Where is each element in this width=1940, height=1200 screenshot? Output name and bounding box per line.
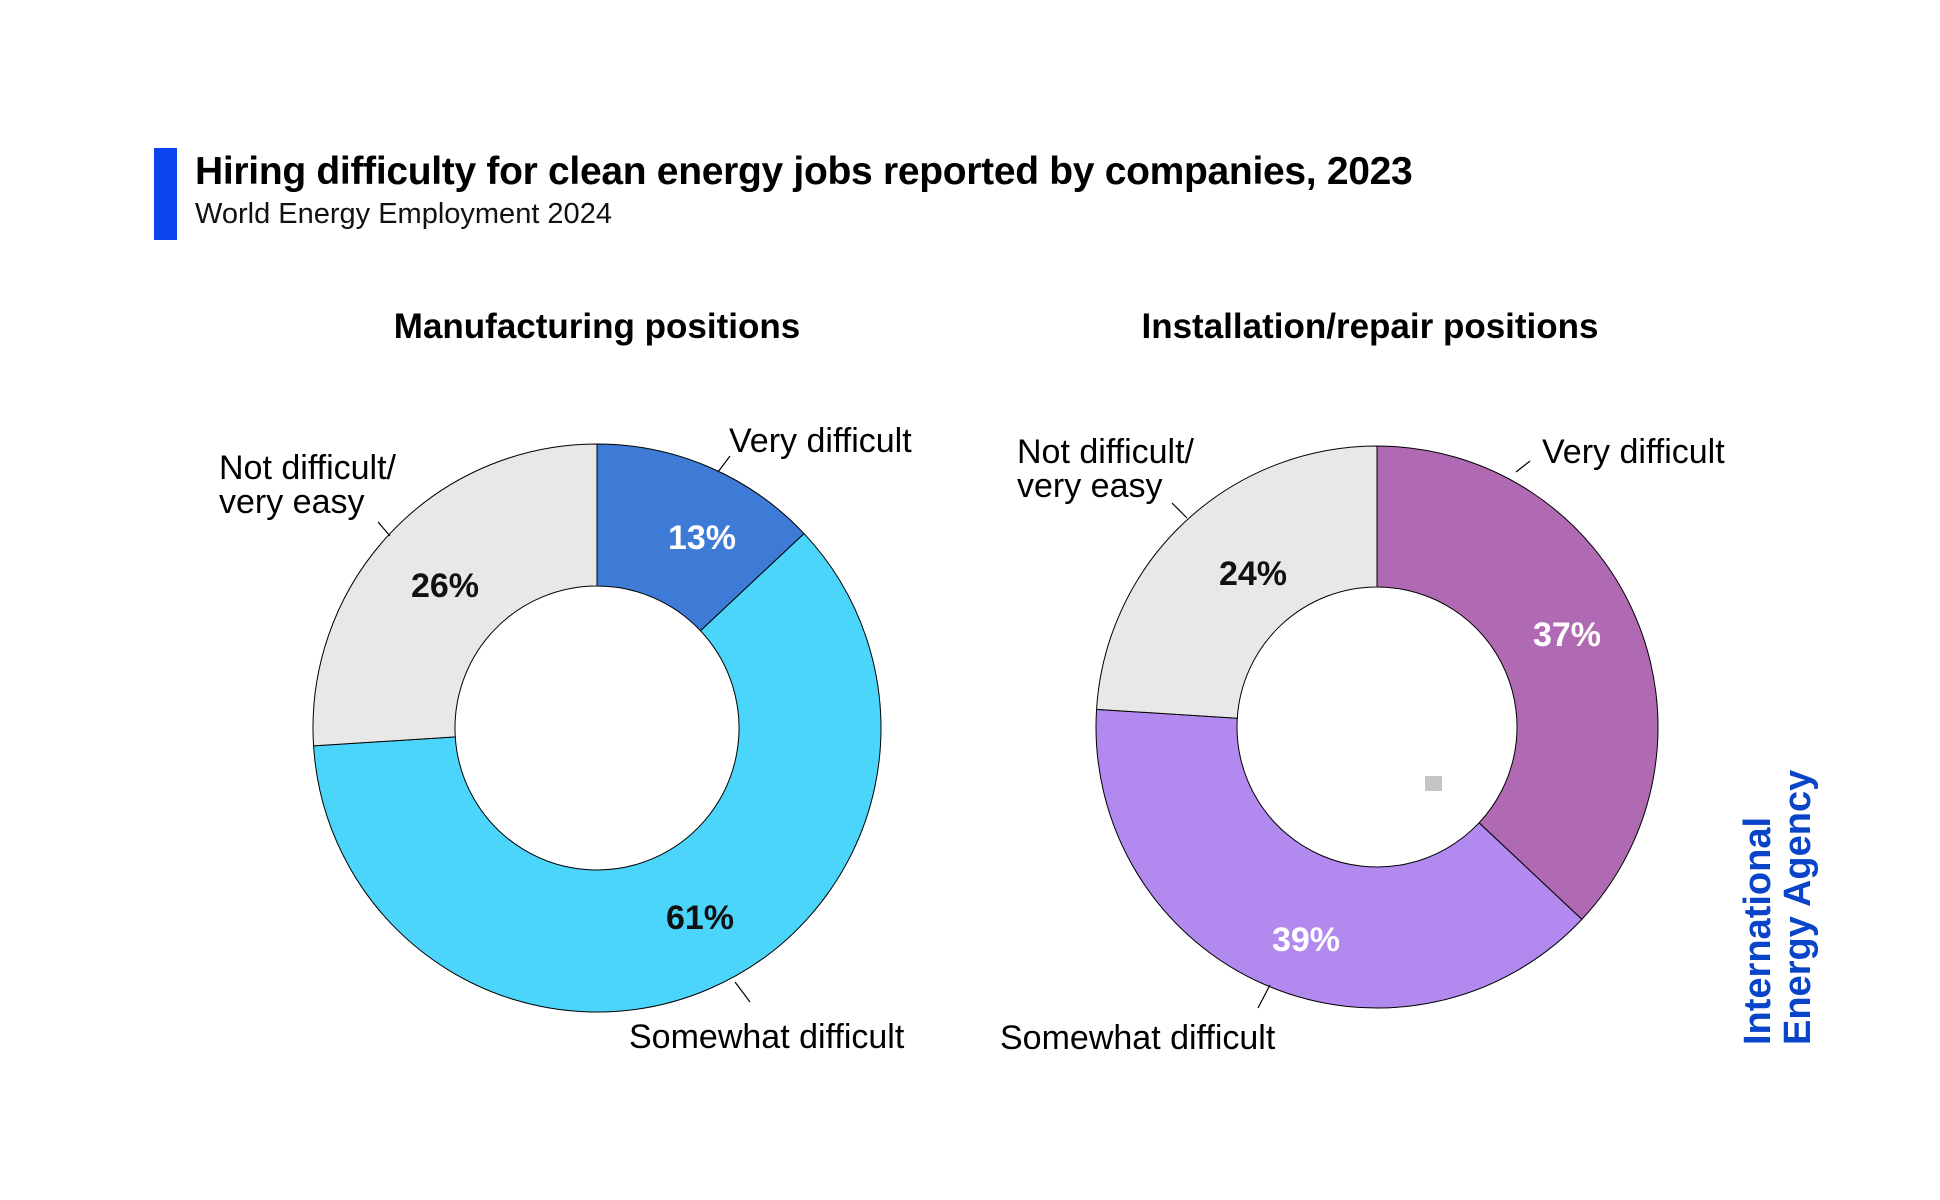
donut-manufacturing-title: Manufacturing positions: [394, 307, 800, 346]
iea-logo-line1: International: [1737, 817, 1779, 1045]
donut-slice-not-difficult: [1096, 445, 1378, 719]
value-label-not-difficult: 26%: [411, 567, 479, 605]
slice-label-not-difficult-line1: Not difficult/: [219, 449, 397, 487]
slice-label-very-difficult: Very difficult: [729, 422, 912, 460]
placeholder-marker: [1425, 776, 1442, 791]
donut-slice-somewhat-difficult: [313, 532, 882, 1013]
leader-line-not-difficult: [377, 521, 391, 537]
iea-logo-line2: Energy Agency: [1777, 770, 1819, 1045]
slice-label-not-difficult-line2: very easy: [219, 483, 365, 521]
slice-label-very-difficult: Very difficult: [1542, 433, 1725, 471]
slice-label-somewhat-difficult: Somewhat difficult: [629, 1018, 905, 1056]
leader-line-very-difficult: [717, 455, 731, 473]
chart-subtitle: World Energy Employment 2024: [195, 198, 612, 230]
donut-slice-somewhat-difficult: [1095, 708, 1583, 1009]
iea-logo: International Energy Agency: [1737, 770, 1819, 1045]
donut-slice-not-difficult: [312, 443, 598, 747]
donut-slice-very-difficult: [1376, 445, 1659, 921]
value-label-very-difficult: 13%: [668, 519, 736, 557]
donut-manufacturing: Manufacturing positions Very difficult S…: [219, 307, 912, 1056]
title-accent-bar: [154, 148, 177, 240]
slice-label-not-difficult-line1: Not difficult/: [1017, 433, 1195, 471]
value-label-very-difficult: 37%: [1533, 616, 1601, 654]
donut-installation-title: Installation/repair positions: [1141, 307, 1598, 346]
slice-label-somewhat-difficult: Somewhat difficult: [1000, 1019, 1276, 1057]
leader-line-somewhat-difficult: [1257, 984, 1271, 1009]
chart-title: Hiring difficulty for clean energy jobs …: [195, 150, 1413, 193]
leader-line-very-difficult: [1515, 460, 1531, 473]
leader-line-somewhat-difficult: [734, 981, 751, 1003]
slice-label-not-difficult-line2: very easy: [1017, 467, 1163, 505]
value-label-not-difficult: 24%: [1219, 555, 1287, 593]
leader-line-not-difficult: [1171, 502, 1188, 519]
donut-installation: Installation/repair positions Very diffi…: [1000, 307, 1725, 1057]
value-label-somewhat-difficult: 61%: [666, 899, 734, 937]
donut-slice-very-difficult: [596, 443, 805, 632]
value-label-somewhat-difficult: 39%: [1272, 921, 1340, 959]
